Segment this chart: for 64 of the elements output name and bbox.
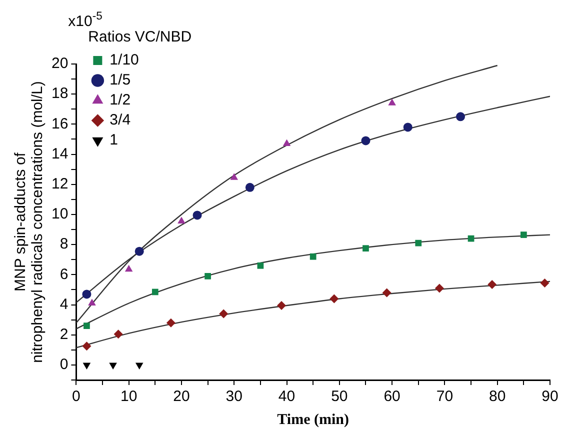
point [330, 294, 339, 304]
legend-label: 1/5 [110, 72, 131, 89]
x-tick-label: 70 [436, 388, 454, 406]
point [82, 290, 92, 299]
point [434, 284, 444, 293]
point [310, 253, 316, 260]
y-axis-title: MNP spin-adducts of nitrophenyl radicals concentrations (mol/L) [12, 81, 46, 363]
point [178, 216, 186, 224]
point [166, 318, 176, 328]
point [84, 322, 90, 330]
point [388, 98, 396, 106]
legend-label: 1 [110, 132, 118, 149]
y-tick-label: 18 [51, 85, 68, 102]
point [403, 122, 412, 132]
point [114, 330, 123, 339]
legend-label: 1/2 [110, 92, 131, 109]
x-tick-label: 10 [120, 388, 138, 406]
point [282, 139, 291, 146]
y-tick-label: 6 [60, 266, 68, 283]
x-tick-label: 40 [278, 388, 296, 406]
point [361, 136, 370, 146]
legend-label: 3/4 [110, 112, 131, 129]
legend-label: 1/10 [110, 52, 139, 69]
point [134, 246, 144, 256]
point [88, 298, 96, 306]
point [124, 264, 133, 272]
y-tick-label: 10 [51, 206, 68, 223]
point [152, 288, 158, 296]
point [230, 173, 238, 180]
point [135, 362, 144, 370]
point [257, 262, 264, 269]
point [456, 112, 465, 122]
y-tick-label: 8 [60, 236, 68, 253]
point [219, 309, 228, 318]
x-tick-label: 60 [384, 388, 400, 406]
x-axis-title: Time (min) [277, 412, 349, 428]
legend-title: Ratios VC/NBD [88, 28, 192, 46]
line-series [76, 234, 550, 330]
y-tick-label: 2 [60, 326, 68, 343]
point [109, 362, 117, 370]
y-tick-label: 20 [51, 55, 68, 72]
x-tick-label: 30 [226, 388, 242, 406]
point [204, 272, 211, 280]
y-tick-label: 12 [51, 176, 68, 193]
point [415, 240, 422, 246]
x-tick-label: 20 [173, 388, 190, 406]
point [245, 182, 254, 192]
point [362, 245, 369, 252]
x-tick-label: 0 [72, 388, 80, 406]
y-tick-label: 4 [60, 296, 68, 313]
y-tick-label: 14 [51, 145, 68, 162]
point [277, 301, 286, 310]
point [488, 280, 497, 289]
point [520, 232, 527, 238]
y-tick-label: 0 [60, 356, 68, 374]
point [192, 210, 202, 220]
y-tick-label: 16 [51, 115, 68, 132]
x-tick-label: 50 [331, 388, 348, 406]
point [540, 278, 550, 288]
point [82, 362, 91, 370]
point [82, 342, 92, 351]
x-tick-label: 90 [542, 388, 558, 406]
x-tick-label: 80 [489, 388, 506, 406]
point [382, 288, 392, 298]
